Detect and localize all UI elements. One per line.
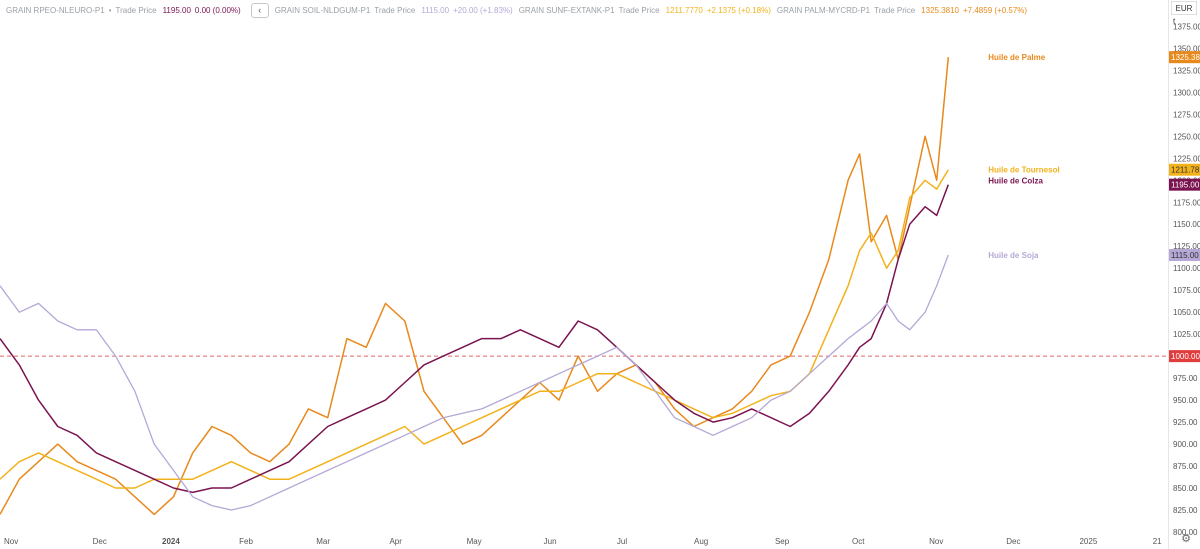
- x-tick-label: Jun: [544, 537, 557, 546]
- legend-symbol-tournesol[interactable]: GRAIN SUNF-EXTANK-P1: [518, 5, 615, 15]
- legend-label-tournesol: Trade Price: [618, 5, 660, 15]
- y-tick-label: 1175.00: [1173, 198, 1200, 207]
- reference-badge-label: 1000.00: [1171, 352, 1200, 361]
- y-tick-label: 925.00: [1173, 418, 1198, 427]
- series-line: [0, 57, 950, 516]
- series-line: [0, 184, 950, 494]
- last-price-badge: [1169, 51, 1200, 64]
- y-tick-label: 1300.00: [1173, 88, 1200, 97]
- y-tick-label: 850.00: [1173, 484, 1198, 493]
- legend-value-palme: 1325.3810: [921, 5, 959, 15]
- legend-symbol-palme[interactable]: GRAIN PALM-MYCRD-P1: [776, 5, 871, 15]
- currency-selector[interactable]: EUR: [1171, 1, 1197, 15]
- y-tick-label: 1125.00: [1173, 242, 1200, 251]
- legend-change-soja: +20.00 (+1.83%): [453, 5, 513, 15]
- last-price-badge: [1169, 178, 1200, 191]
- x-tick-label: Jul: [617, 537, 627, 546]
- series-name-label: Huile de Soja: [988, 251, 1039, 260]
- unit-selector[interactable]: t: [1173, 16, 1176, 26]
- legend-symbol-soja[interactable]: GRAIN SOIL-NLDGUM-P1: [274, 5, 371, 15]
- y-tick-label: 1275.00: [1173, 110, 1200, 119]
- x-tick-label: Oct: [852, 537, 865, 546]
- legend-label-soja: Trade Price: [374, 5, 416, 15]
- x-tick-label: Nov: [929, 537, 943, 546]
- y-tick-label: 1375.00: [1173, 22, 1200, 31]
- x-tick-label: Nov: [4, 537, 18, 546]
- legend-change-colza: 0.00 (0.00%): [194, 5, 241, 15]
- y-tick-label: 1100.00: [1173, 264, 1200, 273]
- chevron-left-icon[interactable]: ‹: [250, 2, 269, 18]
- y-tick-label: 950.00: [1173, 396, 1198, 405]
- legend-sep-colza: •: [108, 5, 112, 15]
- last-price-label: 1195.00: [1171, 181, 1200, 190]
- price-axis[interactable]: [1168, 0, 1200, 549]
- legend-label-colza: Trade Price: [115, 5, 157, 15]
- legend-symbol-colza[interactable]: GRAIN RPEO-NLEURO-P1: [6, 5, 105, 15]
- y-tick-label: 800.00: [1173, 528, 1198, 537]
- legend-value-colza: 1195.00: [162, 5, 191, 15]
- series-line: [0, 254, 949, 511]
- series-name-label: Huile de Palme: [988, 53, 1045, 62]
- x-tick-label: Dec: [93, 537, 107, 546]
- y-tick-label: 900.00: [1173, 440, 1198, 449]
- x-tick-label: Mar: [316, 537, 330, 546]
- x-tick-label: 21: [1153, 537, 1162, 546]
- x-tick-label: Feb: [239, 537, 253, 546]
- x-tick-label: Dec: [1006, 537, 1020, 546]
- x-tick-label: Sep: [775, 537, 790, 546]
- legend-change-palme: +7.4859 (+0.57%): [963, 5, 1028, 15]
- x-tick-label: Apr: [389, 537, 402, 546]
- legend-label-palme: Trade Price: [874, 5, 916, 15]
- x-tick-label: Aug: [694, 537, 708, 546]
- y-tick-label: 975.00: [1173, 374, 1198, 383]
- y-tick-label: 1225.00: [1173, 154, 1200, 163]
- series-name-label: Huile de Tournesol: [988, 166, 1059, 175]
- last-price-badge: [1169, 249, 1200, 262]
- x-tick-label: 2024: [162, 537, 180, 546]
- y-tick-label: 875.00: [1173, 462, 1198, 471]
- y-tick-label: 1025.00: [1173, 330, 1200, 339]
- y-tick-label: 1250.00: [1173, 132, 1200, 141]
- reference-badge: [1169, 350, 1200, 363]
- series-name-label: Huile de Colza: [988, 177, 1043, 186]
- y-tick-label: 825.00: [1173, 506, 1198, 515]
- chart-legend-header: GRAIN RPEO-NLEURO-P1 • Trade Price 1195.…: [0, 0, 1168, 20]
- last-price-label: 1115.00: [1171, 251, 1199, 260]
- y-tick-label: 1150.00: [1173, 220, 1200, 229]
- legend-value-tournesol: 1211.7770: [665, 5, 703, 15]
- gear-icon[interactable]: ⚙: [1181, 533, 1191, 545]
- y-tick-label: 1075.00: [1173, 286, 1200, 295]
- y-tick-label: 1350.00: [1173, 44, 1200, 53]
- y-tick-label: 1050.00: [1173, 308, 1200, 317]
- last-price-label: 1325.38: [1171, 53, 1200, 62]
- legend-change-tournesol: +2.1375 (+0.18%): [706, 5, 771, 15]
- last-price-badge: [1169, 163, 1200, 176]
- series-line: [0, 169, 949, 489]
- x-tick-label: 2025: [1079, 537, 1097, 546]
- legend-value-soja: 1115.00: [421, 5, 450, 15]
- x-tick-label: May: [467, 537, 482, 546]
- y-tick-label: 1325.00: [1173, 66, 1200, 75]
- last-price-label: 1211.78: [1171, 166, 1200, 175]
